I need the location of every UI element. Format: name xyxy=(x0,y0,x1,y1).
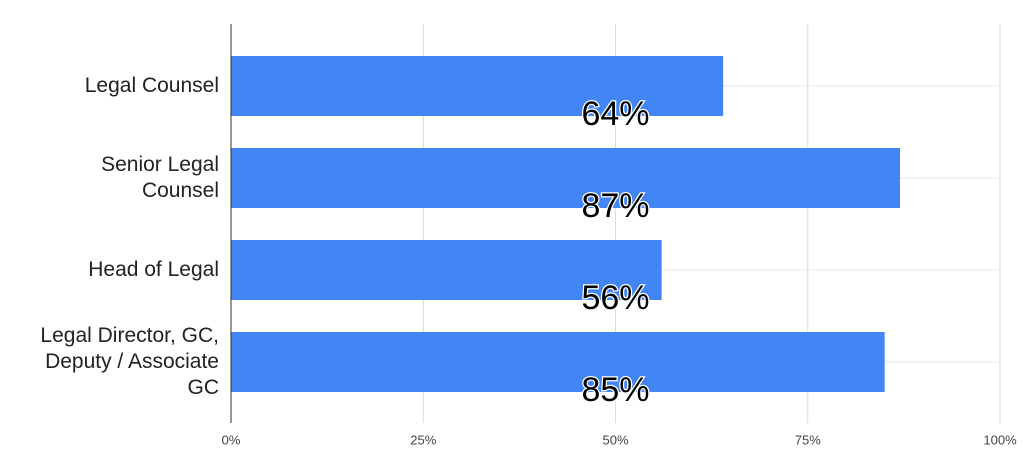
x-tick-label: 25% xyxy=(410,432,436,447)
y-tick-label: Legal Counsel xyxy=(84,74,219,97)
data-label: 56% xyxy=(581,279,649,317)
data-label: 85% xyxy=(581,371,649,409)
bar xyxy=(231,148,901,208)
bar xyxy=(231,240,662,300)
y-tick-label: Head of Legal xyxy=(88,258,219,281)
y-tick-label: Legal Director, GC, Deputy / Associate G… xyxy=(40,324,219,399)
x-tick-label: 50% xyxy=(602,432,628,447)
data-label: 87% xyxy=(581,187,649,225)
x-tick-label: 75% xyxy=(795,432,821,447)
bar xyxy=(231,56,724,116)
x-tick-label: 0% xyxy=(222,432,241,447)
y-tick-label: Senior Legal Counsel xyxy=(101,153,219,202)
bar xyxy=(231,332,885,392)
data-label: 64% xyxy=(581,95,649,133)
x-tick-label: 100% xyxy=(983,432,1017,447)
